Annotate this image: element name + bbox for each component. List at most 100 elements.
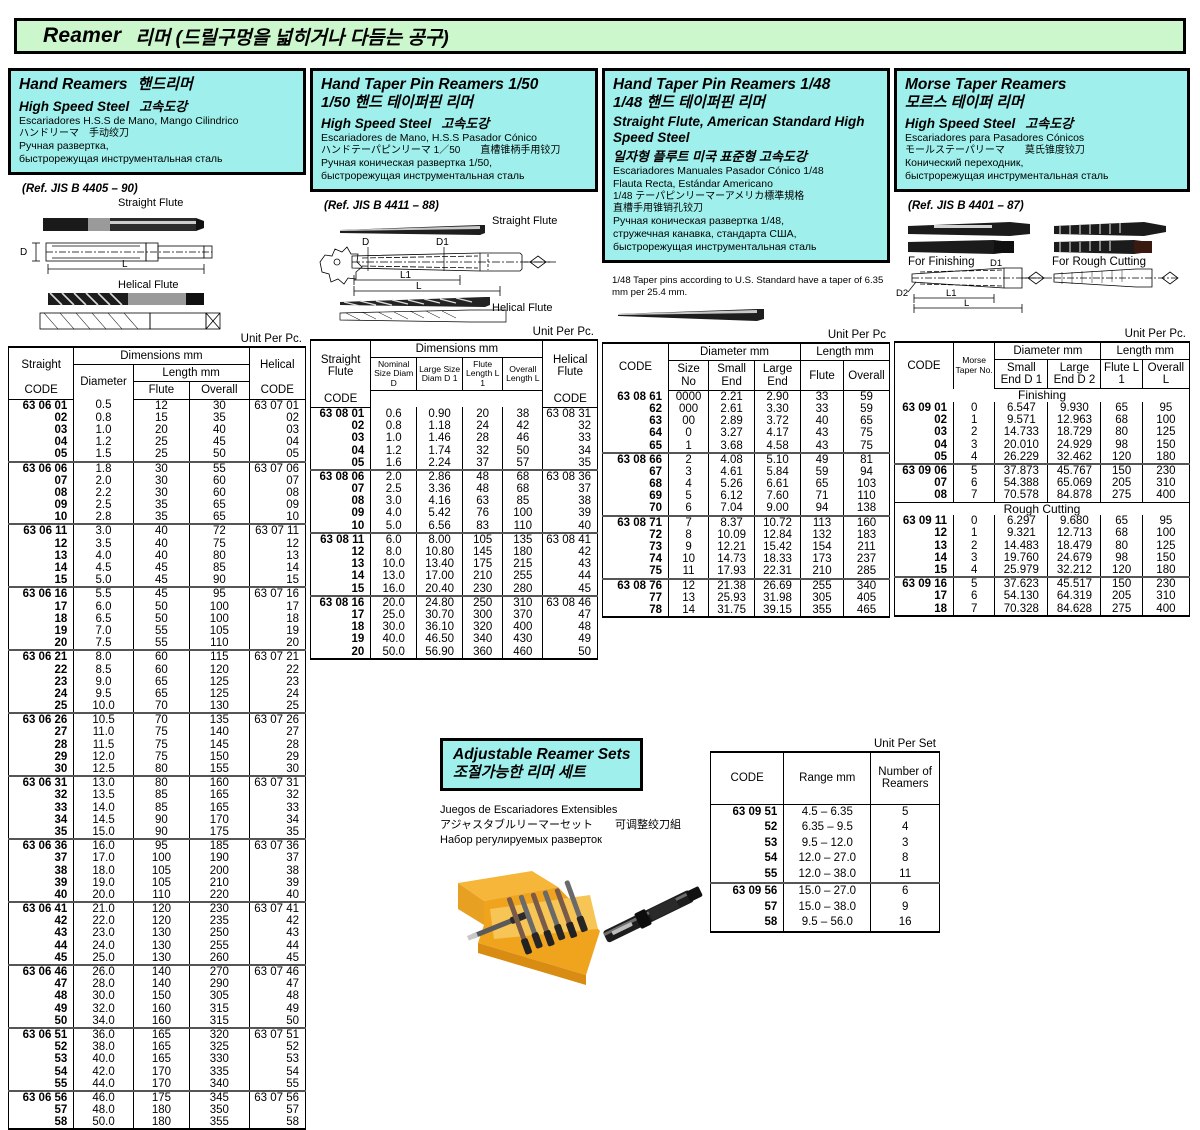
table-row: 63 06 56 46.0 175 345 63 07 56 [7,1089,307,1105]
cell-code: 04 [7,436,75,449]
table-row: 33 14.0 85 165 33 [7,801,307,814]
cell-flute: 120 [1100,563,1143,578]
cell-code: 44 [7,939,75,952]
th-diameter-mm: Diameter mm [994,340,1102,360]
cell-diameter: 24.0 [73,939,134,952]
cell-code: 30 [7,763,75,777]
th-dimensions: Dimensions mm [73,346,250,366]
cell-overall: 30 [189,399,250,412]
cell-flute: 110 [132,888,191,903]
cell-code: 63 08 61 [602,390,669,403]
cell-diameter: 5.0 [73,574,134,588]
th-large-end: Large End [754,360,801,391]
cell-code: 04 [894,438,954,451]
cell-small-end: 20.010 [994,438,1049,451]
cell-code: 73 [602,541,669,554]
table-row: 18 30.0 36.10 320 400 48 [309,621,598,634]
taper-pin-48-drawing [618,309,764,322]
hand-reamers-subtitle-ko: 고속도강 [139,99,188,115]
cell-helical-code: 37 [248,852,307,865]
cell-flute: 140 [132,964,191,979]
cell-flute: 120 [1100,450,1143,464]
cell-code: 70 [602,502,669,516]
cell-helical-code: 42 [542,546,598,559]
cell-morse-no: 6 [952,477,996,490]
adjustable-title-en: Adjustable Reamer Sets [453,746,631,763]
table-row: 63 08 76 12 21.38 26.69 255 340 [602,577,890,592]
cell-large-diam: 56.90 [416,645,464,660]
cell-large-diam: 8.00 [416,531,464,547]
cell-flute-length: 300 [462,608,504,622]
cell-overall: 140 [189,726,250,739]
cell-large-diam: 24.80 [416,594,464,609]
cell-flute: 130 [132,951,191,966]
morse-desc-es: Escariadores para Pasadores Cónicos [905,132,1085,145]
table-section-label: Rough Cutting [894,501,1190,516]
table-row: 15 5.0 45 90 15 [7,574,307,588]
cell-code: 52 [7,1041,75,1054]
table-row: 03 1.0 1.46 28 46 33 [309,432,598,445]
cell-code: 15 [894,563,954,578]
cell-overall: 175 [189,825,250,840]
table-row: 17 6 54.130 64.319 205 310 [894,590,1191,603]
table-row: 47 28.0 140 290 47 [7,978,307,991]
cell-small-end: 9.321 [994,527,1049,540]
cell-code: 63 08 01 [309,407,372,421]
cell-code: 62 [602,402,669,416]
cell-overall-length: 38 [502,407,544,421]
cell-overall-length: 42 [502,420,544,433]
cell-helical-code: 32 [248,789,307,802]
cell-size-no: 9 [667,541,710,554]
taper50-title-en: Hand Taper Pin Reamers 1/50 [321,76,539,93]
cell-flute: 33 [799,390,845,403]
cell-overall: 405 [843,591,890,604]
cell-flute: 160 [132,1002,191,1015]
cell-flute: 275 [1100,489,1143,503]
table-row: 15 16.0 20.40 230 280 45 [309,582,598,596]
cell-large-diam: 2.24 [416,456,464,470]
cell-overall: 59 [843,390,890,403]
th-flute-length: Flute Length L 1 [462,357,504,392]
cell-overall: 320 [189,1026,250,1042]
cell-overall: 100 [1141,527,1191,540]
cell-large-end: 26.69 [754,577,801,592]
taper48-desc-ru1: Ручная коническая развертка 1/48, [613,215,785,228]
cell-code: 63 06 06 [7,460,75,475]
table-row: 09 2.5 35 65 09 [7,499,307,512]
cell-code: 63 06 56 [7,1089,75,1105]
cell-code: 05 [7,448,75,462]
cell-number-of-reamers: 9 [870,899,940,916]
cell-number-of-reamers: 16 [870,915,940,933]
cell-overall: 315 [189,1014,250,1028]
cell-helical-code: 55 [248,1077,307,1091]
cell-large-end: 24.929 [1047,438,1102,451]
cell-code: 63 08 06 [309,468,372,484]
table-row: 04 1.2 25 45 04 [7,436,307,449]
cell-overall: 335 [189,1065,250,1078]
cell-morse-no: 5 [952,462,996,478]
cell-small-end: 17.93 [708,565,756,579]
cell-overall: 190 [189,852,250,865]
cell-helical-code: 35 [542,456,598,470]
cell-flute-length: 83 [462,519,504,533]
cell-size-no: 00 [667,415,710,428]
th-code-right: CODE [248,381,307,400]
th-length-mm: Length mm [1100,340,1190,360]
cell-helical-code: 03 [248,423,307,437]
table-row: 03 1.0 20 40 03 [7,423,307,437]
cell-overall: 94 [843,465,890,479]
cell-small-end: 21.38 [708,577,756,592]
cell-overall: 81 [843,451,890,466]
cell-diameter: 2.2 [73,486,134,500]
cell-flute: 180 [132,1116,191,1130]
th-code: CODE [894,340,954,389]
cell-overall: 305 [189,990,250,1003]
table-row: 58 9.5 – 56.0 16 [709,915,940,933]
th-diameter: Diameter [73,364,134,400]
cell-code: 63 09 11 [894,515,954,528]
cell-diameter: 10.5 [73,712,134,727]
cell-overall-length: 50 [502,444,544,457]
cell-flute: 70 [132,700,191,714]
cell-nominal-diam: 1.2 [370,444,418,457]
cell-large-end: 31.98 [754,591,801,604]
